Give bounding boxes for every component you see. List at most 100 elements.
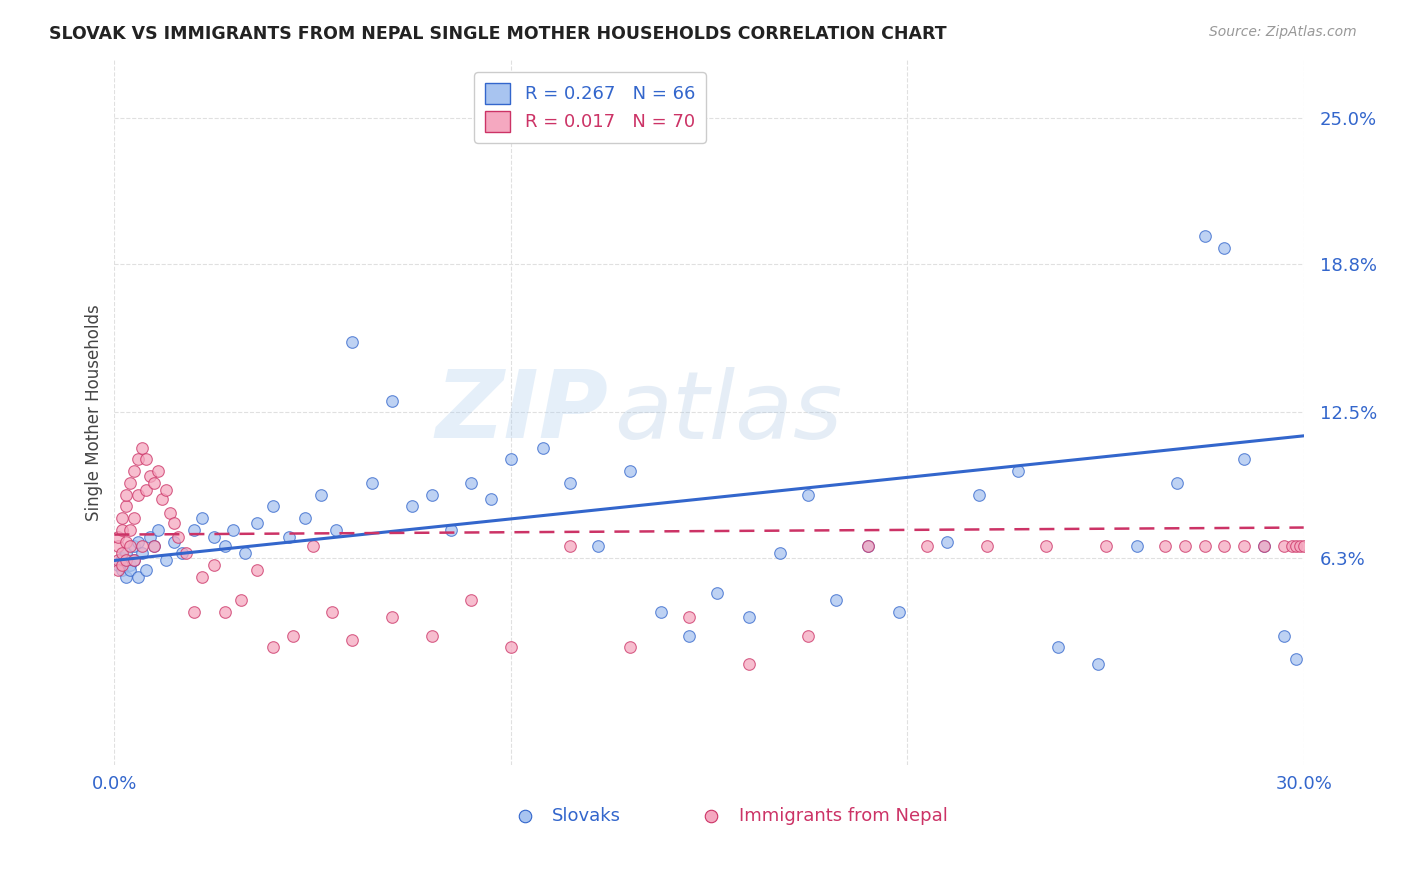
Point bbox=[143, 539, 166, 553]
Point bbox=[342, 334, 364, 349]
Point bbox=[222, 523, 245, 537]
Point bbox=[797, 629, 820, 643]
Point bbox=[120, 523, 142, 537]
Point bbox=[499, 452, 522, 467]
Point bbox=[499, 640, 522, 655]
Point bbox=[183, 605, 205, 619]
Point bbox=[135, 483, 157, 497]
Point bbox=[294, 511, 316, 525]
Point bbox=[190, 570, 212, 584]
Point bbox=[246, 516, 269, 530]
Point bbox=[889, 605, 911, 619]
Point bbox=[107, 553, 129, 567]
Point bbox=[163, 534, 186, 549]
Point bbox=[976, 539, 998, 553]
Point bbox=[560, 539, 582, 553]
Point bbox=[146, 464, 169, 478]
Point bbox=[1007, 464, 1029, 478]
Point bbox=[460, 475, 482, 490]
Point bbox=[214, 605, 236, 619]
Point bbox=[155, 553, 177, 567]
Point bbox=[440, 523, 463, 537]
Point bbox=[1281, 539, 1303, 553]
Y-axis label: Single Mother Households: Single Mother Households bbox=[86, 304, 103, 521]
Point bbox=[1285, 539, 1308, 553]
Point bbox=[381, 610, 404, 624]
Point bbox=[1253, 539, 1275, 553]
Point bbox=[143, 475, 166, 490]
Point bbox=[115, 570, 138, 584]
Point bbox=[127, 487, 149, 501]
Point bbox=[107, 563, 129, 577]
Point bbox=[139, 468, 162, 483]
Point bbox=[1087, 657, 1109, 671]
Point bbox=[1213, 539, 1236, 553]
Point bbox=[122, 553, 145, 567]
Point bbox=[111, 546, 134, 560]
Point bbox=[127, 452, 149, 467]
Point bbox=[115, 546, 138, 560]
Point bbox=[231, 593, 253, 607]
Point bbox=[281, 629, 304, 643]
Point bbox=[797, 487, 820, 501]
Point bbox=[139, 530, 162, 544]
Point bbox=[1194, 229, 1216, 244]
Point bbox=[706, 586, 728, 600]
Point bbox=[170, 546, 193, 560]
Point bbox=[111, 523, 134, 537]
Point bbox=[159, 507, 181, 521]
Point bbox=[202, 558, 225, 573]
Point bbox=[146, 523, 169, 537]
Point bbox=[678, 629, 700, 643]
Point bbox=[479, 492, 502, 507]
Point bbox=[107, 539, 129, 553]
Point bbox=[301, 539, 323, 553]
Point bbox=[1174, 539, 1197, 553]
Point bbox=[342, 633, 364, 648]
Point bbox=[107, 530, 129, 544]
Point bbox=[325, 523, 347, 537]
Point bbox=[174, 546, 197, 560]
Point bbox=[915, 539, 938, 553]
Point bbox=[122, 539, 145, 553]
Point bbox=[1272, 539, 1295, 553]
Point bbox=[122, 464, 145, 478]
Point bbox=[531, 441, 554, 455]
Point bbox=[401, 500, 423, 514]
Point bbox=[246, 563, 269, 577]
Point bbox=[131, 539, 153, 553]
Point bbox=[115, 553, 138, 567]
Point bbox=[115, 500, 138, 514]
Point bbox=[460, 593, 482, 607]
Point bbox=[1046, 640, 1069, 655]
Point bbox=[856, 539, 879, 553]
Text: Slovaks: Slovaks bbox=[553, 807, 621, 825]
Point bbox=[120, 539, 142, 553]
Text: SLOVAK VS IMMIGRANTS FROM NEPAL SINGLE MOTHER HOUSEHOLDS CORRELATION CHART: SLOVAK VS IMMIGRANTS FROM NEPAL SINGLE M… bbox=[49, 25, 946, 43]
Point bbox=[1213, 241, 1236, 255]
Point bbox=[111, 563, 134, 577]
Point bbox=[1194, 539, 1216, 553]
Point bbox=[107, 558, 129, 573]
Point bbox=[262, 640, 284, 655]
Point bbox=[420, 629, 443, 643]
Point bbox=[120, 563, 142, 577]
Point bbox=[262, 500, 284, 514]
Point bbox=[1154, 539, 1177, 553]
Point bbox=[111, 551, 134, 566]
Point bbox=[202, 530, 225, 544]
Point bbox=[190, 511, 212, 525]
Point bbox=[738, 657, 761, 671]
Point bbox=[120, 558, 142, 573]
Point bbox=[122, 553, 145, 567]
Point bbox=[361, 475, 384, 490]
Point bbox=[619, 464, 641, 478]
Point bbox=[155, 483, 177, 497]
Point bbox=[115, 487, 138, 501]
Point bbox=[183, 523, 205, 537]
Point bbox=[131, 441, 153, 455]
Point bbox=[1126, 539, 1149, 553]
Point bbox=[277, 530, 299, 544]
Point bbox=[560, 475, 582, 490]
Point bbox=[738, 610, 761, 624]
